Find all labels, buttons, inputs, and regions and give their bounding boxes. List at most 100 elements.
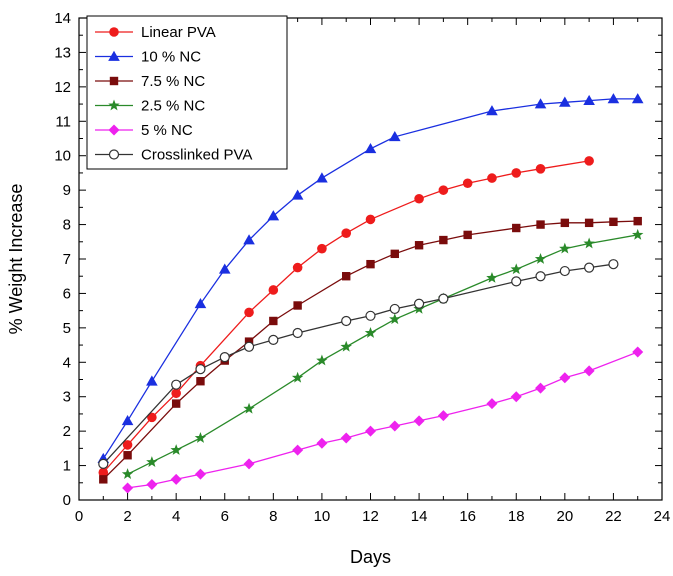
x-tick-label: 24: [654, 508, 671, 525]
data-point-linear-pva: [147, 412, 157, 423]
data-point-2-5-nc: [559, 242, 571, 254]
data-point-10-nc: [121, 415, 134, 426]
data-point-5-nc: [486, 398, 498, 410]
data-point-2-5-nc: [316, 354, 328, 366]
data-point-crosslinked-pva: [608, 259, 619, 270]
data-point-5-nc: [365, 425, 376, 437]
legend-label: 10 % NC: [141, 49, 201, 66]
data-point-10-nc: [194, 297, 207, 309]
data-point-linear-pva: [122, 440, 133, 450]
data-point-linear-pva: [487, 173, 497, 183]
data-point-linear-pva: [341, 228, 352, 238]
data-point-10-nc: [316, 172, 328, 183]
data-point-5-nc: [510, 391, 522, 403]
data-point-crosslinked-pva: [511, 276, 522, 287]
x-tick-label: 20: [556, 508, 573, 525]
y-tick-label: 2: [63, 423, 71, 440]
x-tick-label: 16: [459, 508, 476, 525]
data-point-10-nc: [388, 130, 401, 142]
y-tick-label: 1: [63, 458, 71, 475]
legend-marker: [108, 149, 120, 160]
data-point-10-nc: [486, 105, 498, 116]
data-point-2-5-nc: [243, 402, 255, 414]
data-point-crosslinked-pva: [389, 303, 400, 315]
data-point-2-5-nc: [534, 253, 547, 264]
data-point-5-nc: [243, 458, 255, 470]
data-point-7-5-nc: [244, 337, 254, 346]
legend-label: Linear PVA: [141, 24, 216, 41]
data-point-7-5-nc: [293, 301, 302, 310]
data-point-crosslinked-pva: [341, 315, 352, 327]
data-point-10-nc: [218, 263, 231, 274]
series-linear-pva: [98, 156, 594, 478]
data-point-crosslinked-pva: [195, 364, 206, 375]
x-tick-label: 22: [605, 508, 622, 525]
data-point-10-nc: [267, 210, 280, 221]
data-point-7-5-nc: [171, 399, 181, 408]
data-point-crosslinked-pva: [268, 334, 279, 346]
data-point-5-nc: [340, 432, 352, 444]
data-point-linear-pva: [584, 156, 594, 166]
data-point-linear-pva: [317, 243, 327, 254]
y-tick-label: 6: [63, 285, 71, 302]
data-point-2-5-nc: [364, 327, 377, 338]
data-point-7-5-nc: [584, 218, 594, 228]
data-point-7-5-nc: [536, 220, 545, 229]
series-5-nc: [122, 346, 644, 494]
legend-marker: [109, 76, 119, 86]
data-point-7-5-nc: [342, 272, 351, 281]
data-point-linear-pva: [171, 388, 181, 399]
y-tick-label: 7: [63, 251, 71, 268]
data-point-crosslinked-pva: [559, 265, 570, 277]
data-point-5-nc: [292, 444, 304, 456]
legend-marker: [108, 99, 120, 111]
data-point-7-5-nc: [463, 230, 472, 240]
data-point-7-5-nc: [609, 217, 618, 227]
data-point-crosslinked-pva: [219, 352, 230, 363]
y-tick-label: 9: [63, 182, 71, 199]
data-point-7-5-nc: [366, 259, 375, 269]
data-point-crosslinked-pva: [365, 310, 376, 321]
series-10-nc: [97, 93, 644, 464]
data-point-crosslinked-pva: [98, 458, 109, 469]
data-point-10-nc: [291, 189, 304, 200]
data-point-crosslinked-pva: [438, 293, 449, 304]
data-point-10-nc: [534, 98, 547, 109]
y-tick-label: 10: [54, 148, 71, 165]
data-point-linear-pva: [244, 307, 254, 318]
data-point-7-5-nc: [560, 218, 570, 228]
data-point-2-5-nc: [291, 371, 304, 383]
x-tick-label: 6: [221, 508, 229, 525]
data-point-7-5-nc: [439, 235, 448, 245]
data-point-7-5-nc: [390, 249, 399, 259]
y-tick-label: 3: [63, 389, 71, 406]
x-tick-label: 12: [362, 508, 379, 525]
data-point-linear-pva: [511, 168, 522, 178]
x-tick-label: 14: [411, 508, 428, 525]
legend-entry: 10 % NC: [95, 49, 201, 66]
x-tick-label: 18: [508, 508, 525, 525]
data-point-7-5-nc: [512, 223, 521, 233]
y-tick-label: 11: [55, 113, 71, 130]
data-point-2-5-nc: [194, 432, 207, 443]
series-crosslinked-pva: [98, 259, 619, 469]
legend-entry: Linear PVA: [95, 24, 216, 41]
legend-marker: [108, 50, 120, 61]
data-point-5-nc: [194, 468, 206, 480]
data-point-2-5-nc: [146, 456, 158, 467]
series-line-7-5-nc: [102, 220, 638, 480]
legend-entry: 2.5 % NC: [95, 98, 205, 115]
data-point-5-nc: [122, 482, 134, 494]
data-point-5-nc: [559, 372, 571, 384]
data-point-crosslinked-pva: [584, 262, 595, 273]
y-tick-label: 5: [63, 320, 71, 337]
series-7-5-nc: [99, 216, 642, 484]
y-tick-label: 0: [63, 492, 71, 509]
data-point-5-nc: [535, 382, 547, 394]
data-point-10-nc: [583, 94, 595, 105]
data-point-crosslinked-pva: [292, 327, 303, 339]
data-point-linear-pva: [414, 193, 424, 204]
data-point-2-5-nc: [583, 237, 595, 249]
legend-label: 2.5 % NC: [141, 98, 205, 115]
